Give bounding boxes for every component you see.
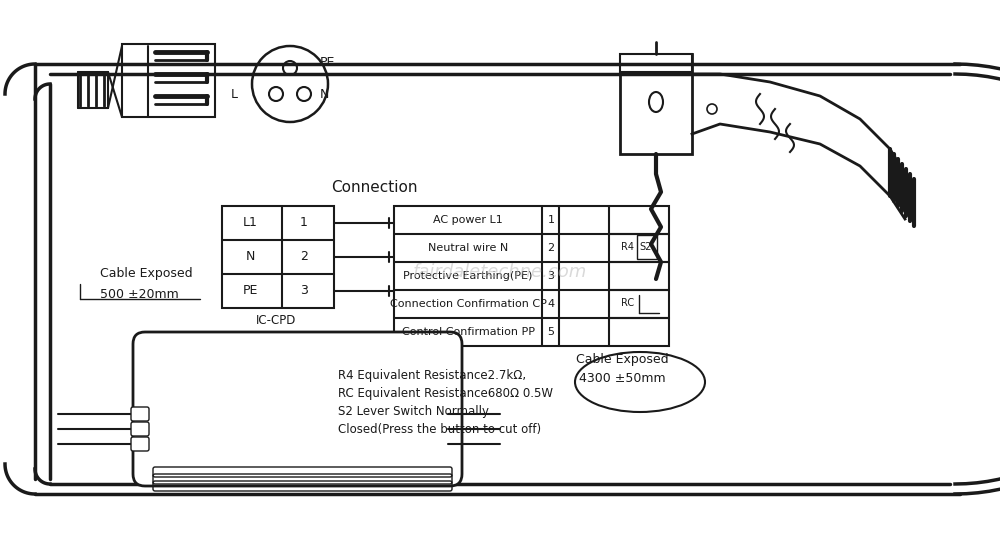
Text: Cable Exposed
4300 ±50mm: Cable Exposed 4300 ±50mm xyxy=(576,353,668,386)
Bar xyxy=(620,54,692,154)
Text: 5: 5 xyxy=(548,327,554,337)
Circle shape xyxy=(319,426,325,432)
Bar xyxy=(316,422,366,436)
Text: L1: L1 xyxy=(243,217,257,230)
Text: N: N xyxy=(245,250,255,263)
Bar xyxy=(316,402,366,416)
Bar xyxy=(620,54,692,72)
Circle shape xyxy=(319,446,325,452)
Text: Control Confirmation PP: Control Confirmation PP xyxy=(402,327,534,337)
Text: 2: 2 xyxy=(547,243,555,253)
Text: N: N xyxy=(320,88,329,101)
Text: PE: PE xyxy=(242,285,258,298)
Bar xyxy=(394,206,669,346)
Text: 3: 3 xyxy=(300,285,308,298)
Text: S2: S2 xyxy=(639,242,651,251)
Text: 2: 2 xyxy=(300,250,308,263)
Text: 1: 1 xyxy=(548,215,554,225)
FancyBboxPatch shape xyxy=(131,422,149,436)
Text: 1: 1 xyxy=(300,217,308,230)
Bar xyxy=(122,44,215,117)
Text: 3: 3 xyxy=(548,271,554,281)
Text: IC-CPD: IC-CPD xyxy=(256,313,296,326)
Text: AC power L1: AC power L1 xyxy=(433,215,503,225)
FancyBboxPatch shape xyxy=(131,407,149,421)
Text: Protective Earthing(PE): Protective Earthing(PE) xyxy=(403,271,533,281)
Circle shape xyxy=(319,406,325,412)
Text: Connection Confirmation CP: Connection Confirmation CP xyxy=(390,299,546,309)
Bar xyxy=(310,379,378,464)
Text: R4 Equivalent Resistance2.7kΩ,
RC Equivalent Resistance680Ω 0.5W
S2 Lever Switch: R4 Equivalent Resistance2.7kΩ, RC Equiva… xyxy=(338,369,553,436)
Text: Connection: Connection xyxy=(331,181,417,195)
Bar xyxy=(637,236,657,259)
Bar xyxy=(222,206,334,308)
FancyBboxPatch shape xyxy=(133,332,462,486)
Text: Cable Exposed
500 ±20mm: Cable Exposed 500 ±20mm xyxy=(100,268,193,300)
Text: PE: PE xyxy=(320,55,335,69)
Text: fairdaletechne.com: fairdaletechne.com xyxy=(413,263,587,281)
FancyBboxPatch shape xyxy=(131,437,149,451)
Text: RC: RC xyxy=(621,298,634,307)
Text: Neutral wire N: Neutral wire N xyxy=(428,243,508,253)
Bar xyxy=(316,442,366,456)
Text: R4: R4 xyxy=(621,242,634,251)
Polygon shape xyxy=(648,279,664,293)
Text: L: L xyxy=(231,88,238,101)
Text: 4: 4 xyxy=(547,299,555,309)
